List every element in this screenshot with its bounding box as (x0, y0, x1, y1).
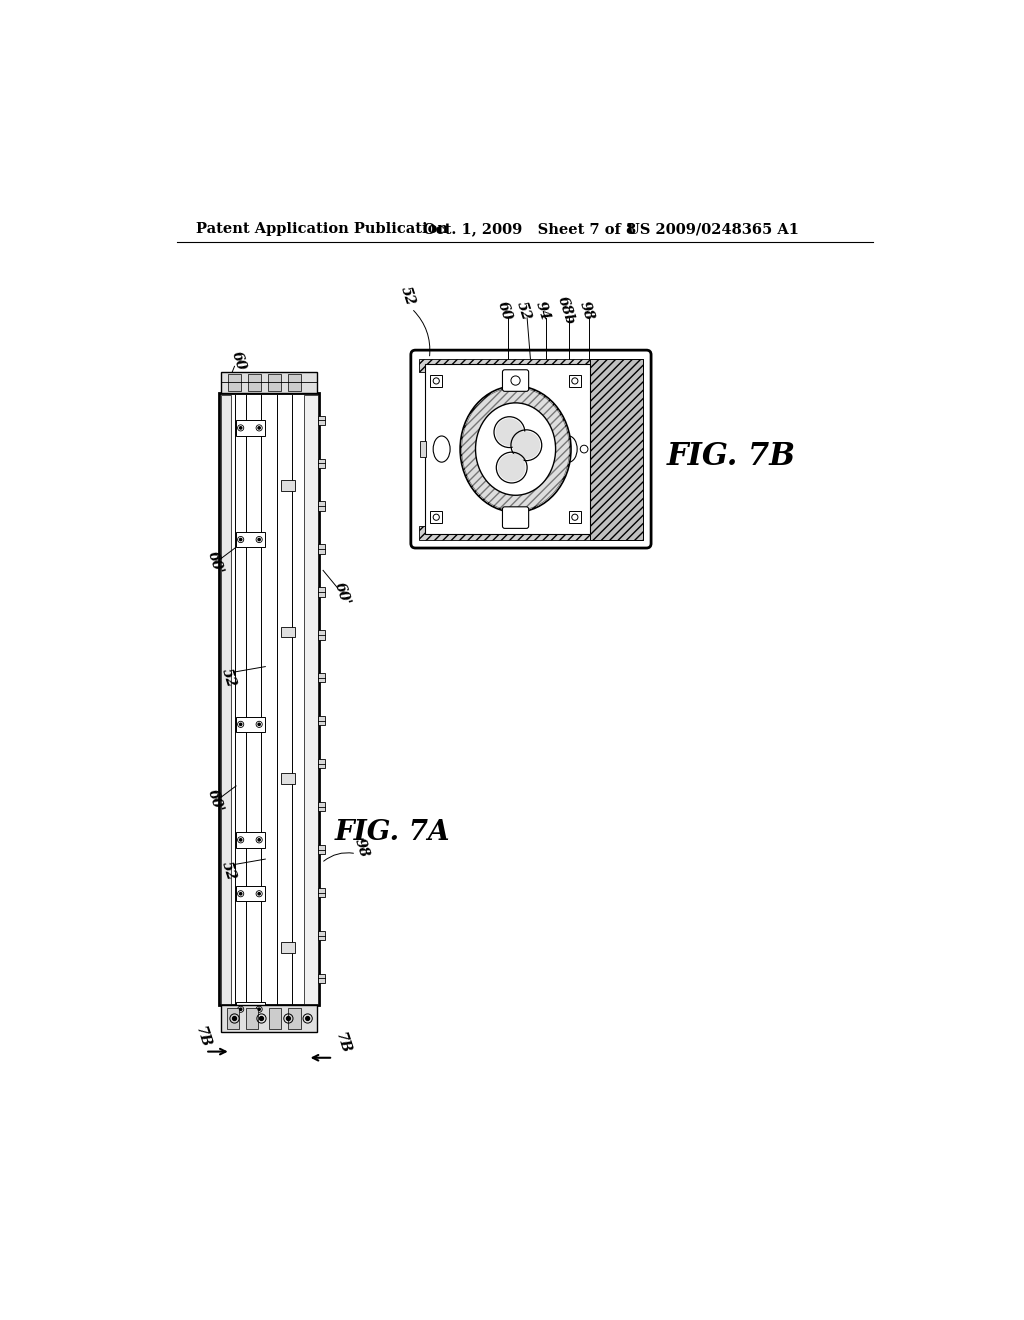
Circle shape (240, 539, 242, 541)
FancyBboxPatch shape (503, 370, 528, 391)
Bar (237, 886, 265, 902)
Bar (237, 717, 265, 733)
Bar (419, 359, 643, 372)
Bar (430, 375, 442, 387)
Bar (317, 888, 326, 898)
Circle shape (258, 426, 260, 429)
Bar (419, 525, 643, 540)
Bar (281, 480, 295, 491)
Text: US 2009/0248365 A1: US 2009/0248365 A1 (628, 222, 799, 236)
Bar (430, 511, 442, 524)
Text: 7B: 7B (333, 1031, 352, 1056)
FancyBboxPatch shape (411, 350, 651, 548)
Bar (220, 395, 231, 1003)
Circle shape (240, 426, 242, 429)
Ellipse shape (560, 436, 578, 462)
Circle shape (287, 1016, 291, 1020)
Circle shape (240, 1008, 242, 1010)
Bar (281, 627, 295, 638)
Bar (317, 931, 326, 940)
Bar (249, 374, 261, 391)
Text: 7B: 7B (193, 1024, 212, 1049)
Bar (317, 673, 326, 682)
Bar (228, 374, 241, 391)
Text: 60': 60' (332, 579, 352, 607)
Circle shape (258, 723, 260, 726)
Bar (590, 359, 643, 540)
Bar (221, 1006, 316, 1032)
Circle shape (258, 838, 260, 841)
Bar (568, 511, 581, 524)
Circle shape (240, 892, 242, 895)
Bar (289, 1008, 301, 1030)
Bar (289, 374, 301, 391)
Bar (281, 774, 295, 784)
Text: 94: 94 (532, 300, 552, 322)
Bar (317, 630, 326, 639)
Bar (237, 832, 265, 847)
Bar (237, 1002, 265, 1016)
Circle shape (498, 454, 525, 482)
Bar (221, 372, 316, 393)
Bar (317, 803, 326, 812)
Circle shape (512, 432, 541, 459)
Text: FIG. 7A: FIG. 7A (335, 818, 451, 846)
Bar (219, 393, 319, 1006)
Text: 68b: 68b (555, 294, 578, 327)
Bar (317, 416, 326, 425)
Bar (304, 395, 317, 1003)
Circle shape (259, 1016, 263, 1020)
Ellipse shape (475, 403, 556, 495)
Text: 98: 98 (577, 300, 596, 322)
Text: 60: 60 (495, 300, 514, 322)
Bar (317, 502, 326, 511)
Bar (268, 374, 281, 391)
Circle shape (240, 723, 242, 726)
Circle shape (258, 1008, 260, 1010)
Text: 52: 52 (398, 284, 418, 306)
Text: 98: 98 (352, 837, 371, 859)
Bar (269, 1008, 282, 1030)
Bar (317, 544, 326, 553)
Bar (317, 458, 326, 467)
Ellipse shape (433, 436, 451, 462)
Bar (246, 1008, 258, 1030)
Text: 60: 60 (228, 350, 248, 372)
Text: Patent Application Publication: Patent Application Publication (196, 222, 449, 236)
Bar (420, 441, 426, 457)
Text: 96: 96 (477, 433, 496, 453)
Bar (237, 420, 265, 436)
Text: 52: 52 (219, 859, 238, 882)
FancyBboxPatch shape (503, 507, 528, 528)
Bar (317, 587, 326, 597)
Circle shape (240, 838, 242, 841)
Bar (317, 759, 326, 768)
Text: 60': 60' (205, 788, 225, 814)
Bar (237, 532, 265, 548)
Bar (226, 1008, 240, 1030)
Text: 52: 52 (219, 667, 238, 689)
Text: 52: 52 (514, 300, 532, 322)
Bar (281, 942, 295, 953)
Circle shape (496, 418, 523, 446)
Text: 60': 60' (205, 549, 225, 576)
Bar (317, 845, 326, 854)
Text: Oct. 1, 2009   Sheet 7 of 8: Oct. 1, 2009 Sheet 7 of 8 (423, 222, 636, 236)
Circle shape (258, 892, 260, 895)
Bar (317, 974, 326, 983)
Text: 96: 96 (482, 461, 500, 480)
Circle shape (306, 1016, 309, 1020)
Bar (317, 717, 326, 726)
Text: FIG. 7B: FIG. 7B (667, 441, 796, 471)
Circle shape (258, 539, 260, 541)
Bar (568, 375, 581, 387)
Ellipse shape (462, 388, 569, 511)
Circle shape (232, 1016, 237, 1020)
Bar (425, 364, 590, 535)
Ellipse shape (460, 385, 571, 512)
